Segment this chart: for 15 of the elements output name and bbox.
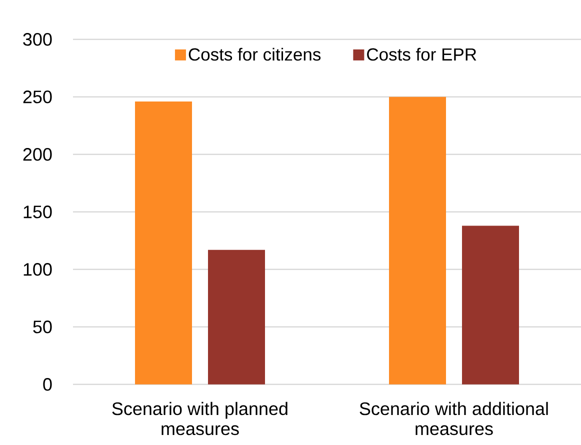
x-tick-label: Scenario with planned measures bbox=[112, 402, 288, 436]
y-tick-label: 250 bbox=[23, 90, 52, 104]
y-tick-label: 100 bbox=[24, 263, 52, 276]
legend-label: Costs for EPR bbox=[367, 48, 476, 61]
y-tick-label: 150 bbox=[24, 206, 52, 218]
y-tick-label: 50 bbox=[33, 320, 52, 334]
bar bbox=[135, 101, 192, 384]
y-tick-label: 0 bbox=[43, 378, 52, 391]
y-tick-label: 300 bbox=[23, 33, 52, 46]
y-tick-label: 200 bbox=[23, 148, 52, 161]
bar bbox=[462, 226, 520, 384]
bar bbox=[208, 250, 265, 384]
legend-label: Costs for citizens bbox=[188, 48, 321, 61]
bar bbox=[389, 96, 446, 384]
x-tick-label: Scenario with additional measures bbox=[360, 402, 548, 436]
